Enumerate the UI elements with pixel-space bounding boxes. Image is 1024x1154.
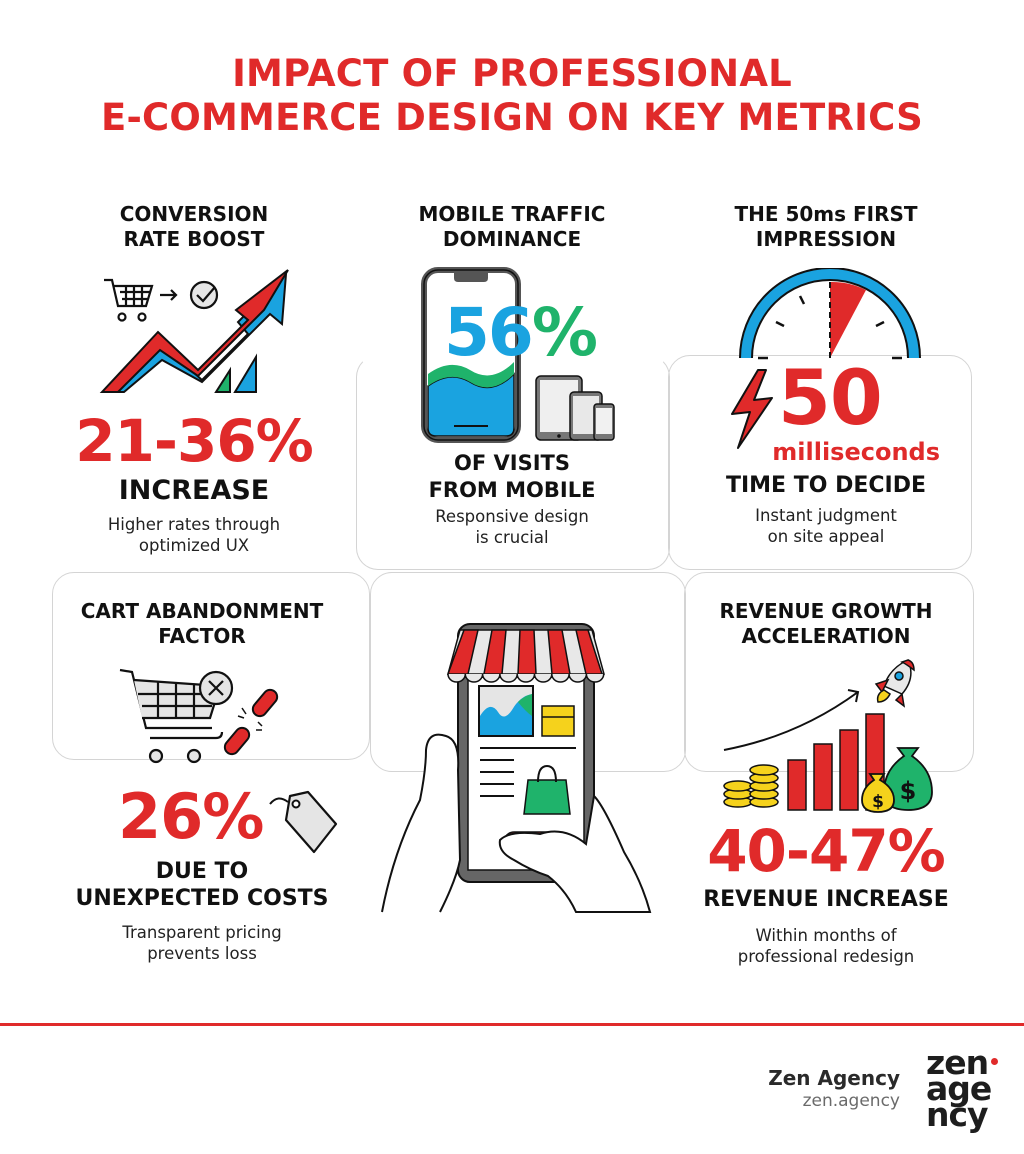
metric-heading: CART ABANDONMENT FACTOR bbox=[80, 599, 324, 648]
svg-text:$: $ bbox=[900, 777, 917, 805]
metric-label: INCREASE bbox=[118, 475, 270, 506]
metric-time-value: 50 bbox=[770, 360, 940, 436]
footer-company-name: Zen Agency bbox=[768, 1066, 900, 1090]
metric-time-labels: TIME TO DECIDE Instant judgment on site … bbox=[692, 472, 960, 547]
outline-box-left-bottom bbox=[52, 572, 370, 760]
lightning-bolt-icon bbox=[731, 369, 773, 449]
cart-to-check-growth-arrow-icon bbox=[99, 269, 289, 393]
metric-heading: CONVERSION RATE BOOST bbox=[119, 202, 269, 251]
metric-conversion-values: 21-36% INCREASE Higher rates through opt… bbox=[60, 412, 328, 556]
metric-time-unit: milliseconds bbox=[740, 438, 940, 466]
zen-agency-logo: zen age ncy bbox=[926, 1043, 992, 1134]
metric-unit: milliseconds bbox=[772, 438, 940, 466]
metric-description: Transparent pricing prevents loss bbox=[122, 923, 282, 963]
metric-value: 26% bbox=[118, 780, 264, 853]
metric-label: DUE TO UNEXPECTED COSTS bbox=[75, 859, 329, 911]
metric-description: Higher rates through optimized UX bbox=[107, 515, 281, 555]
logo-red-dot bbox=[991, 1058, 998, 1065]
cart-x-broken-chain-icon bbox=[119, 668, 279, 764]
metric-revenue-values: 40-47% REVENUE INCREASE Within months of… bbox=[690, 822, 962, 967]
metric-mobile-traffic: MOBILE TRAFFIC DOMINANCE bbox=[372, 202, 652, 252]
title-line-1: IMPACT OF PROFESSIONAL bbox=[232, 52, 792, 95]
page-title: IMPACT OF PROFESSIONAL E-COMMERCE DESIGN… bbox=[0, 52, 1024, 140]
metric-revenue-growth: REVENUE GROWTH ACCELERATION bbox=[690, 599, 962, 649]
metric-description: Within months of professional redesign bbox=[737, 926, 915, 966]
title-line-2: E-COMMERCE DESIGN ON KEY METRICS bbox=[101, 96, 923, 139]
metric-heading: MOBILE TRAFFIC DOMINANCE bbox=[418, 202, 606, 251]
metric-label: REVENUE INCREASE bbox=[703, 887, 949, 912]
smartphone-devices-icon bbox=[421, 267, 615, 443]
outline-box-middle-top bbox=[356, 355, 670, 570]
metric-label: TIME TO DECIDE bbox=[725, 473, 927, 498]
rocket-bar-chart-money-icon: $ $ bbox=[723, 659, 933, 813]
hands-holding-phone-storefront-icon bbox=[381, 623, 652, 913]
metric-first-impression: THE 50ms FIRST IMPRESSION bbox=[692, 202, 960, 252]
metric-description: Instant judgment on site appeal bbox=[755, 506, 897, 546]
metric-value: 50 bbox=[778, 353, 883, 442]
metric-mobile-value: 56% bbox=[420, 300, 620, 366]
metric-description: Responsive design is crucial bbox=[435, 507, 589, 547]
footer-url[interactable]: zen.agency bbox=[802, 1091, 900, 1111]
metric-heading: THE 50ms FIRST IMPRESSION bbox=[734, 202, 918, 251]
footer-divider bbox=[0, 1023, 1024, 1026]
metric-value: 40-47% bbox=[707, 817, 946, 885]
price-tag-icon bbox=[269, 790, 338, 854]
metric-value: 56% bbox=[444, 294, 598, 371]
metric-cart-labels: DUE TO UNEXPECTED COSTS Transparent pric… bbox=[52, 858, 352, 964]
metric-value: 21-36% bbox=[75, 407, 314, 475]
metric-label: OF VISITS FROM MOBILE bbox=[428, 451, 596, 502]
metric-heading: REVENUE GROWTH ACCELERATION bbox=[719, 599, 933, 648]
svg-text:$: $ bbox=[872, 792, 884, 812]
metric-conversion-rate: CONVERSION RATE BOOST bbox=[60, 202, 328, 252]
metric-cart-abandonment: CART ABANDONMENT FACTOR bbox=[52, 599, 352, 649]
outline-box-right-top bbox=[668, 355, 972, 570]
stopwatch-gauge-icon bbox=[739, 268, 921, 360]
metric-mobile-labels: OF VISITS FROM MOBILE Responsive design … bbox=[372, 450, 652, 548]
metric-cart-value: 26% bbox=[100, 786, 300, 848]
